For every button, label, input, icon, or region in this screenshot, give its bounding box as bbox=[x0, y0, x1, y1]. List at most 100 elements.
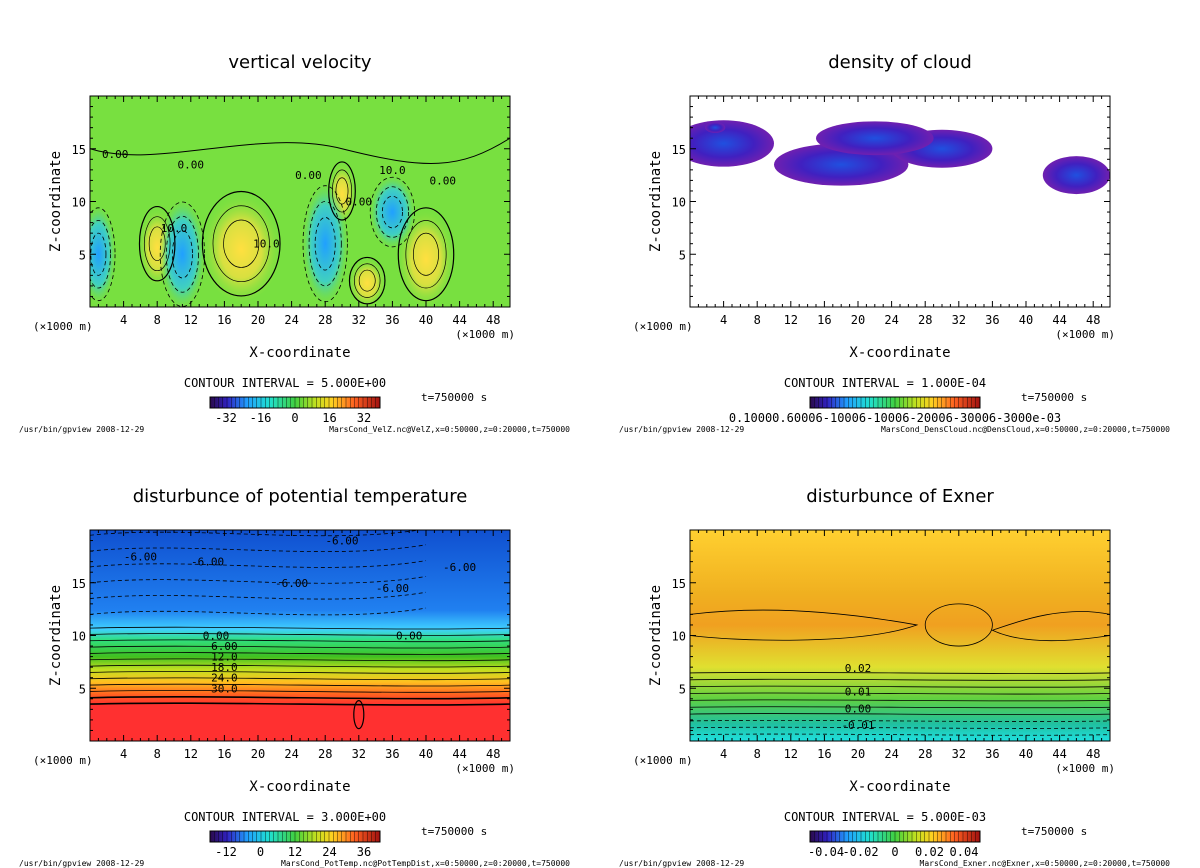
contour-interval: CONTOUR INTERVAL = 1.000E-04 bbox=[784, 376, 986, 390]
colorbar-tick-label: -0.04 bbox=[808, 845, 844, 859]
x-tick-label: 8 bbox=[754, 313, 761, 327]
x-unit-left: (×1000 m) bbox=[633, 754, 693, 767]
footer-left: /usr/bin/gpview 2008-12-29 bbox=[19, 425, 144, 434]
downdraft-cell bbox=[158, 197, 206, 307]
x-tick-label: 4 bbox=[720, 747, 727, 761]
contour-label: 0.02 bbox=[845, 662, 872, 675]
contour-line bbox=[90, 137, 510, 164]
contour-line bbox=[690, 678, 1110, 681]
chart-panel-3: disturbunce of potential temperature -6.0… bbox=[19, 486, 570, 868]
y-tick-label: 15 bbox=[672, 143, 686, 157]
footer-right: MarsCond_Exner.nc@Exner,x=0:50000,z=0:20… bbox=[920, 859, 1171, 868]
contour-line bbox=[331, 169, 353, 213]
x-tick-label: 4 bbox=[120, 747, 127, 761]
contour-line bbox=[90, 232, 107, 276]
contour-label: -6.00 bbox=[124, 550, 157, 563]
contour-line bbox=[308, 201, 342, 287]
contour-line bbox=[924, 603, 993, 647]
contour-label: -6.00 bbox=[191, 556, 224, 569]
contour-label: -6.00 bbox=[376, 582, 409, 595]
contour-line bbox=[90, 560, 427, 568]
contour-line bbox=[397, 207, 455, 302]
field-area bbox=[690, 96, 1110, 307]
x-tick-label: 44 bbox=[1052, 313, 1066, 327]
x-tick-label: 4 bbox=[720, 313, 727, 327]
contour-line bbox=[159, 201, 205, 307]
contour-label: 0.00 bbox=[178, 159, 205, 172]
y-tick-label: 5 bbox=[679, 248, 686, 262]
time-label: t=750000 s bbox=[1021, 391, 1087, 404]
contour-line bbox=[90, 652, 510, 655]
contour-line bbox=[314, 216, 336, 271]
y-axis-label: Z-coordinate bbox=[648, 585, 664, 686]
downdraft-cell bbox=[368, 174, 416, 251]
contour-line bbox=[90, 702, 510, 706]
colorbar-tick-label: 36 bbox=[357, 845, 371, 859]
x-tick-label: 32 bbox=[352, 747, 366, 761]
contour-line bbox=[90, 664, 510, 668]
y-axis-label: Z-coordinate bbox=[48, 151, 64, 252]
x-axis: 4 8 12 16 20 24 28 32 36 40 44 48(×1000 m)(×1000 m)… bbox=[633, 96, 1115, 361]
footer-right: MarsCond_DensCloud.nc@DensCloud,x=0:5000… bbox=[881, 425, 1170, 434]
contour-line bbox=[90, 626, 510, 630]
updraft-cell bbox=[200, 186, 283, 301]
colorbar-tick-label: -16 bbox=[250, 411, 272, 425]
colorbar-tick-label: -12 bbox=[215, 845, 237, 859]
downdraft-cell bbox=[301, 180, 349, 307]
contour-line bbox=[90, 690, 510, 693]
contour-label: 0.00 bbox=[430, 174, 457, 187]
contour-line bbox=[90, 658, 510, 662]
x-tick-label: 40 bbox=[419, 313, 433, 327]
contour-line bbox=[991, 611, 1110, 642]
contour-line bbox=[690, 706, 1110, 709]
contour-interval: CONTOUR INTERVAL = 5.000E-03 bbox=[784, 810, 986, 824]
x-tick-label: 36 bbox=[985, 313, 999, 327]
chart-title: disturbunce of Exner bbox=[806, 486, 994, 507]
x-tick-label: 16 bbox=[217, 747, 231, 761]
x-tick-label: 20 bbox=[851, 747, 865, 761]
x-tick-label: 16 bbox=[817, 747, 831, 761]
contour-line bbox=[90, 607, 427, 616]
x-tick-label: 12 bbox=[784, 313, 798, 327]
contour-line bbox=[348, 256, 386, 305]
field-area: 0.00 0.00 0.00 10.0 10.0 0.00 0.00 10.0 bbox=[90, 96, 510, 307]
x-axis-label: X-coordinate bbox=[849, 779, 950, 795]
y-tick-label: 10 bbox=[672, 630, 686, 644]
y-axis: 5 10 15 Z-coordinate bbox=[648, 529, 1110, 742]
y-tick-label: 15 bbox=[72, 143, 86, 157]
field-fill bbox=[690, 530, 1110, 741]
contour-line bbox=[90, 696, 510, 700]
chart-panel-1: vertical velocity0.000.000.0010.010.00.0… bbox=[19, 52, 570, 434]
x-tick-label: 16 bbox=[217, 313, 231, 327]
x-axis-label: X-coordinate bbox=[249, 779, 350, 795]
chart-title: disturbunce of potential temperature bbox=[133, 486, 468, 507]
x-unit-left: (×1000 m) bbox=[633, 320, 693, 333]
contour-line bbox=[90, 591, 427, 600]
x-tick-label: 28 bbox=[918, 747, 932, 761]
x-tick-label: 28 bbox=[318, 747, 332, 761]
contour-line bbox=[369, 176, 415, 248]
contour-line bbox=[690, 692, 1110, 695]
contour-label: 30.0 bbox=[211, 682, 238, 695]
x-axis: 4 8 12 16 20 24 28 32 36 40 44 48(×1000 m)(×1000 m)… bbox=[33, 96, 515, 361]
x-tick-label: 20 bbox=[251, 747, 265, 761]
x-tick-label: 40 bbox=[419, 747, 433, 761]
y-tick-label: 5 bbox=[79, 682, 86, 696]
colorbar-tick-label: -32 bbox=[215, 411, 237, 425]
contour-line bbox=[690, 671, 1110, 674]
x-axis-label: X-coordinate bbox=[249, 345, 350, 361]
contour-line bbox=[90, 576, 427, 584]
time-label: t=750000 s bbox=[421, 825, 487, 838]
contour-line bbox=[171, 230, 193, 279]
x-unit-left: (×1000 m) bbox=[33, 754, 93, 767]
contour-line bbox=[358, 269, 376, 292]
footer-left: /usr/bin/gpview 2008-12-29 bbox=[619, 425, 744, 434]
contour-line bbox=[375, 186, 409, 238]
contour-line bbox=[90, 544, 427, 552]
y-tick-label: 5 bbox=[679, 682, 686, 696]
colorbar-tick-label: 16 bbox=[322, 411, 336, 425]
contour-line bbox=[165, 215, 199, 293]
y-tick-label: 10 bbox=[72, 196, 86, 210]
x-tick-label: 32 bbox=[352, 313, 366, 327]
